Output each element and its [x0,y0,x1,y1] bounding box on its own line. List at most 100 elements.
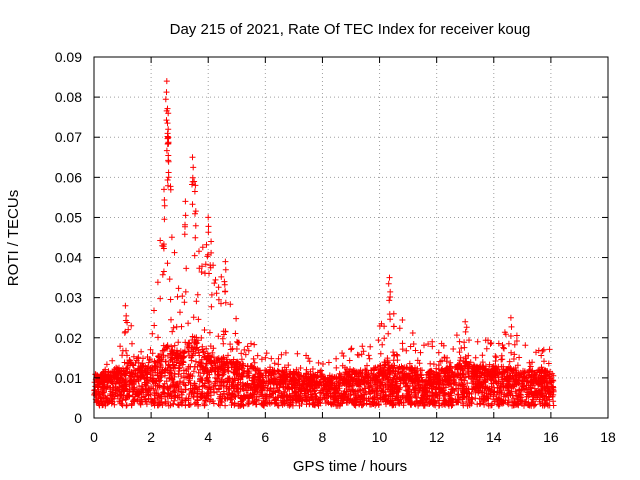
data-point [192,338,199,345]
data-point [229,399,236,406]
data-point [161,202,168,209]
data-point [526,369,533,376]
data-point [180,355,186,361]
data-point [301,390,308,397]
data-point [311,385,318,392]
data-point [430,371,437,378]
data-point [364,362,370,369]
data-point [147,346,154,353]
data-point [448,386,455,393]
data-point [124,388,131,395]
data-point [341,394,347,401]
data-point [211,368,218,375]
data-point [92,371,99,378]
data-point [294,350,301,357]
data-point [385,330,392,337]
data-point [165,126,172,133]
data-point [124,360,131,367]
data-point [292,389,299,396]
data-point [159,271,166,278]
data-point [338,390,345,397]
data-point [208,291,215,298]
data-point [271,360,278,367]
data-point [267,364,273,371]
data-point [278,399,285,406]
data-point [245,399,252,406]
data-point [455,385,462,392]
data-point [161,186,167,193]
data-point [235,375,241,382]
data-point [155,353,162,360]
data-point [394,394,401,401]
data-point [264,401,271,407]
data-point [527,380,534,386]
data-point [207,262,214,269]
data-point [269,368,276,375]
data-point [127,374,134,381]
data-point [462,328,469,335]
data-point [142,391,149,398]
data-point [312,393,319,400]
data-point [342,377,349,384]
data-point [235,339,241,346]
data-point [462,318,469,325]
data-point [168,234,175,241]
data-point [366,355,373,362]
data-point [365,379,372,386]
data-point [274,381,281,388]
data-point [512,377,519,384]
data-point [293,397,300,404]
data-point [410,386,417,393]
data-point [371,390,378,397]
data-point [209,349,216,356]
data-point [545,360,552,367]
data-point [333,355,340,362]
data-point [189,154,196,161]
data-point [416,360,423,367]
data-point [487,371,494,378]
data-point [324,398,331,405]
data-point [299,398,306,404]
data-point [371,399,378,406]
data-point [403,347,410,354]
data-point [535,347,542,354]
data-point [121,359,128,366]
data-point [100,387,107,394]
data-point [472,389,479,396]
data-point [306,377,313,384]
data-point [514,362,521,369]
data-point [215,296,222,303]
data-point [206,371,213,378]
data-point [461,344,468,351]
data-point [152,392,159,399]
data-point [492,353,499,360]
data-point [368,370,375,377]
y-tick-label: 0.01 [55,370,82,386]
data-point [244,382,251,389]
data-point [479,352,486,359]
data-point [327,393,334,400]
data-point [469,380,475,387]
data-point [172,382,179,389]
y-tick-label: 0.07 [55,129,82,145]
data-point [415,385,422,391]
data-point [102,366,109,373]
data-point [476,395,483,402]
data-point [216,365,223,372]
data-point [394,388,401,395]
data-point [509,372,516,379]
data-point [245,347,252,354]
data-point [180,379,187,386]
data-point [268,391,275,398]
x-tick-label: 16 [543,429,559,445]
data-point [391,367,397,374]
data-point [281,376,288,383]
data-point [284,385,291,392]
data-point [456,349,463,356]
data-point [216,377,223,383]
data-point [283,393,290,400]
data-point [389,400,395,407]
data-point [204,253,211,260]
data-point [195,369,202,376]
data-point [189,201,196,208]
